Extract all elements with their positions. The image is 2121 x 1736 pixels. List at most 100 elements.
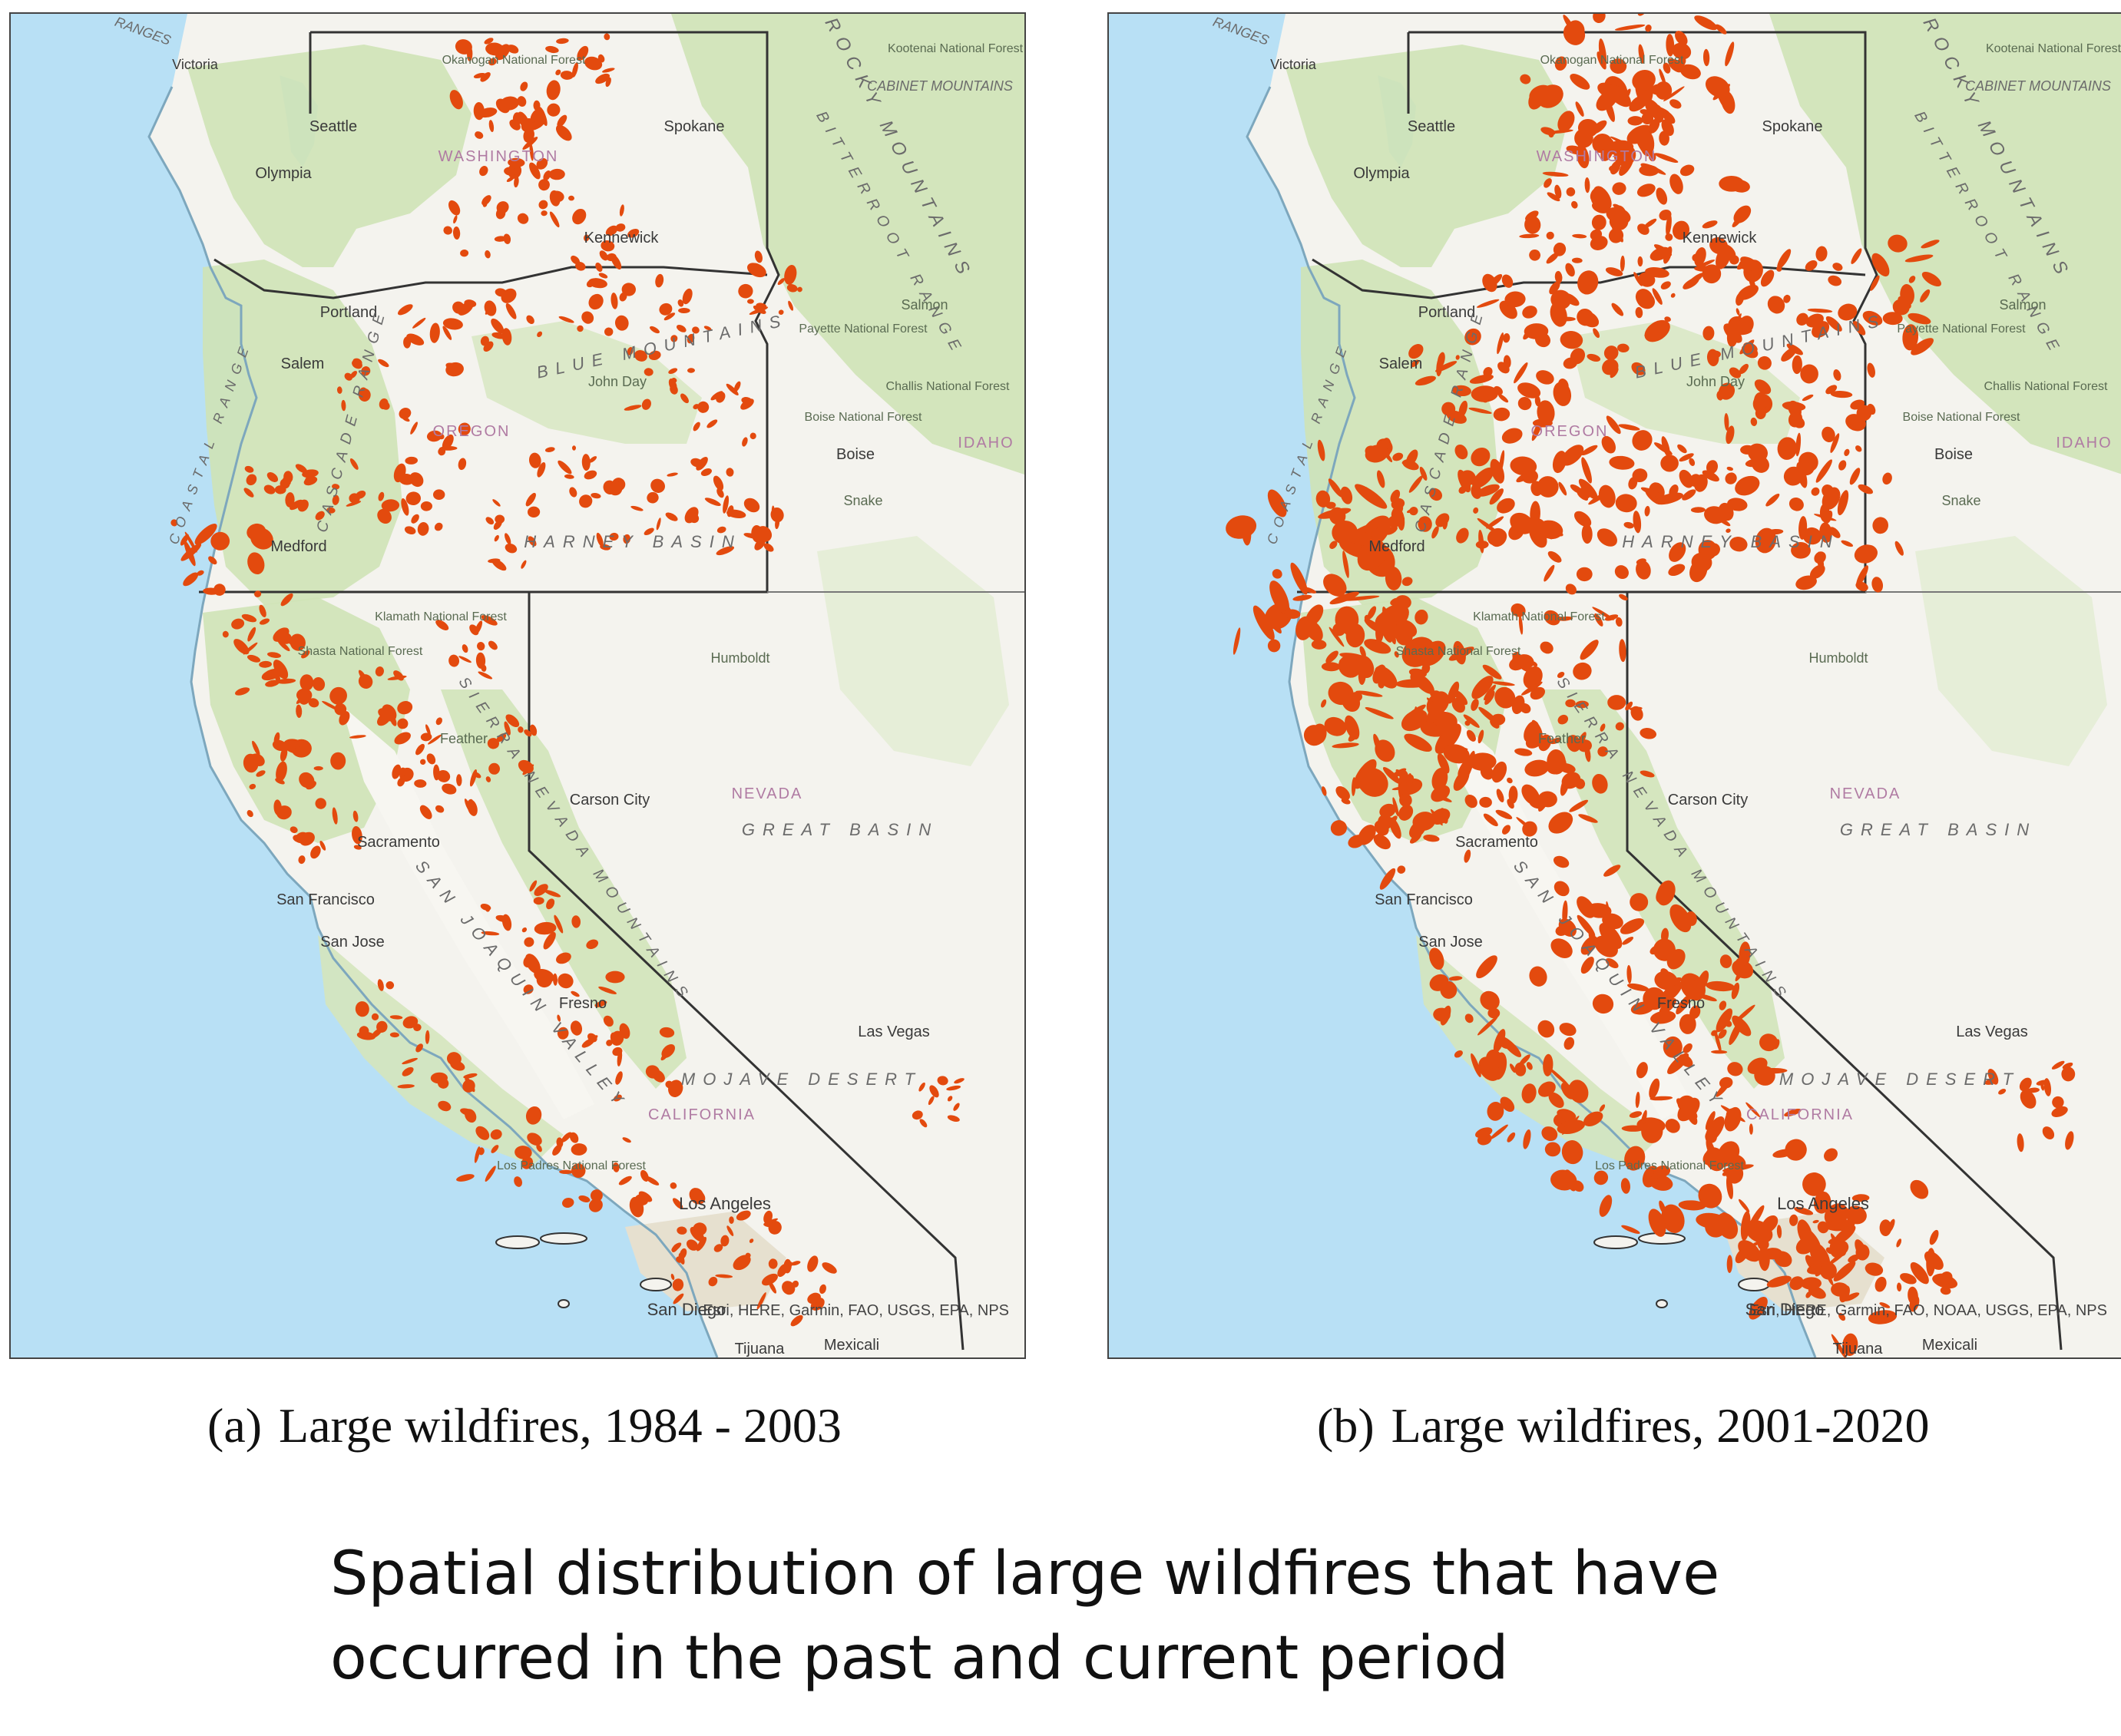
wildfire-patch (954, 1078, 965, 1084)
wildfire-patch (514, 1176, 523, 1187)
wildfire-patch (1729, 367, 1742, 379)
wildfire-patch (420, 501, 432, 511)
wildfire-patch (1663, 1036, 1683, 1058)
wildfire-patch (1473, 507, 1479, 514)
map-label-cities: San Jose (1418, 934, 1482, 951)
wildfire-patch (1487, 1007, 1501, 1019)
wildfire-patch (1824, 1148, 1838, 1162)
wildfire-patch (1329, 541, 1338, 549)
wildfire-patch (549, 211, 560, 228)
wildfire-patch (1233, 627, 1241, 655)
map-label-features: Los Padres National Forest (497, 1159, 646, 1172)
wildfire-patch (1858, 484, 1874, 494)
wildfire-patch (259, 604, 266, 617)
wildfire-patch (341, 399, 346, 412)
wildfire-patch (1418, 516, 1432, 532)
wildfire-patch (1831, 1334, 1847, 1357)
wildfire-patch (1471, 676, 1494, 699)
map-label-cities: Olympia (1353, 165, 1410, 182)
map-label-cities: Tijuana (1833, 1341, 1884, 1357)
wildfire-patch (1726, 425, 1735, 445)
wildfire-patch (543, 170, 551, 181)
wildfire-patch (1791, 415, 1805, 428)
wildfire-patch (208, 556, 217, 565)
wildfire-patch (1544, 1142, 1561, 1157)
wildfire-patch (1437, 753, 1450, 774)
wildfire-patch (1882, 472, 1892, 485)
wildfire-patch (356, 490, 366, 499)
wildfire-patch (547, 103, 561, 117)
wildfire-patch (442, 318, 463, 330)
wildfire-patch (1752, 1240, 1764, 1246)
wildfire-patch (747, 299, 754, 304)
wildfire-patch (1644, 319, 1670, 342)
wildfire-patch (1372, 770, 1378, 794)
wildfire-patch (1601, 435, 1616, 454)
wildfire-patch (272, 739, 287, 751)
map-label-cities: Kennewick (584, 230, 660, 246)
map-label-regions: MOJAVE DESERT (681, 1070, 922, 1089)
wildfire-patch (1563, 293, 1580, 306)
wildfire-patch (1431, 785, 1451, 802)
wildfire-patch (521, 560, 527, 569)
wildfire-patch (332, 807, 338, 825)
wildfire-patch (389, 1015, 403, 1020)
wildfire-patch (1501, 428, 1523, 444)
wildfire-patch (559, 1169, 574, 1174)
wildfire-patch (1789, 1214, 1798, 1226)
wildfire-patch (1464, 328, 1481, 346)
wildfire-patch (495, 207, 506, 220)
wildfire-patch (819, 1284, 826, 1295)
wildfire-patch (1682, 489, 1696, 501)
wildfire-patch (1833, 369, 1841, 382)
map-label-states: IDAHO (958, 435, 1014, 451)
wildfire-patch (1482, 664, 1502, 680)
map-label-cities: Portland (1418, 304, 1476, 321)
wildfire-patch (504, 167, 517, 176)
wildfire-patch (397, 304, 413, 316)
wildfire-patch (1638, 44, 1645, 64)
wildfire-patch (700, 468, 712, 477)
wildfire-patch (1902, 324, 1919, 351)
wildfire-patch (1702, 326, 1715, 341)
wildfire-patch (243, 488, 254, 498)
wildfire-patch (1471, 447, 1491, 467)
wildfire-patch (1707, 350, 1721, 359)
wildfire-patch (452, 227, 461, 240)
wildfire-patch (1630, 706, 1643, 721)
wildfire-patch (1638, 272, 1656, 287)
wildfire-patch (1731, 982, 1740, 1000)
wildfire-patch (1426, 697, 1436, 707)
wildfire-patch (1697, 994, 1717, 1002)
wildfire-patch (522, 137, 538, 150)
wildfire-patch (339, 711, 350, 726)
wildfire-patch (1736, 308, 1740, 316)
wildfire-patch (494, 534, 499, 542)
wildfire-patch (1542, 171, 1569, 177)
wildfire-patch (1767, 296, 1785, 314)
wildfire-patch (1529, 966, 1547, 987)
wildfire-patch (1778, 444, 1787, 452)
wildfire-patch (488, 762, 500, 775)
caption-label: (b) (1317, 1398, 1375, 1453)
wildfire-patch (1644, 505, 1650, 517)
wildfire-patch (1814, 551, 1826, 564)
wildfire-patch (1795, 575, 1817, 590)
wildfire-patch (1791, 541, 1811, 559)
wildfire-patch (627, 347, 634, 355)
wildfire-patch (1776, 1225, 1782, 1238)
wildfire-patch (235, 687, 250, 696)
wildfire-patch (1773, 1039, 1780, 1050)
wildfire-patch (560, 71, 574, 80)
wildfire-patch (1454, 689, 1468, 706)
wildfire-patch (462, 644, 468, 653)
wildfire-patch (301, 650, 310, 659)
map-label-cities: Kennewick (1683, 230, 1758, 246)
wildfire-patch (1522, 306, 1537, 319)
wildfire-patch (1676, 994, 1692, 1015)
wildfire-patch (536, 157, 548, 170)
wildfire-patch (276, 761, 287, 782)
wildfire-patch (464, 299, 477, 308)
wildfire-patch (1550, 737, 1562, 745)
map-label-features: Payette National Forest (799, 322, 928, 336)
